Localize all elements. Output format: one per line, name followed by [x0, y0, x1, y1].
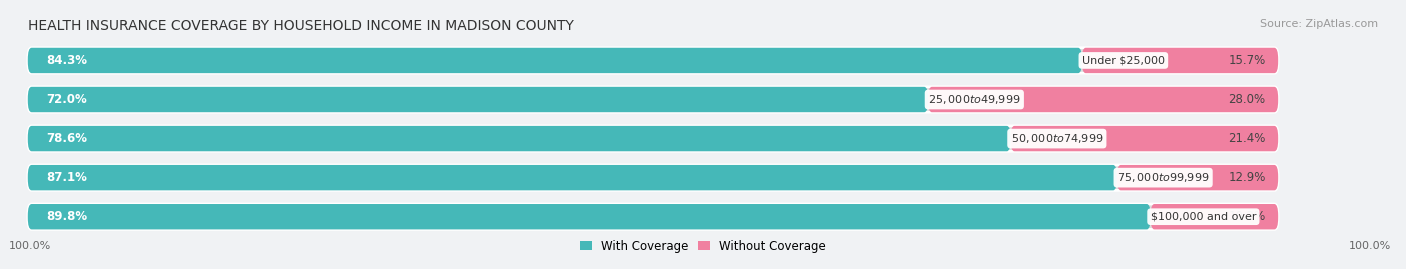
Text: 28.0%: 28.0%	[1229, 93, 1265, 106]
Legend: With Coverage, Without Coverage: With Coverage, Without Coverage	[579, 240, 827, 253]
Text: HEALTH INSURANCE COVERAGE BY HOUSEHOLD INCOME IN MADISON COUNTY: HEALTH INSURANCE COVERAGE BY HOUSEHOLD I…	[28, 19, 574, 33]
Text: 87.1%: 87.1%	[46, 171, 87, 184]
FancyBboxPatch shape	[28, 204, 1150, 229]
Text: 100.0%: 100.0%	[8, 241, 51, 251]
FancyBboxPatch shape	[1116, 165, 1278, 190]
Text: Source: ZipAtlas.com: Source: ZipAtlas.com	[1260, 19, 1378, 29]
Text: 78.6%: 78.6%	[46, 132, 87, 145]
FancyBboxPatch shape	[28, 48, 1278, 73]
Text: $100,000 and over: $100,000 and over	[1150, 212, 1256, 222]
Text: $25,000 to $49,999: $25,000 to $49,999	[928, 93, 1021, 106]
Text: 12.9%: 12.9%	[1229, 171, 1265, 184]
Text: 89.8%: 89.8%	[46, 210, 87, 223]
Text: 10.2%: 10.2%	[1229, 210, 1265, 223]
FancyBboxPatch shape	[28, 165, 1116, 190]
FancyBboxPatch shape	[28, 48, 1081, 73]
Text: $50,000 to $74,999: $50,000 to $74,999	[1011, 132, 1104, 145]
FancyBboxPatch shape	[1150, 204, 1278, 229]
FancyBboxPatch shape	[28, 87, 1278, 112]
FancyBboxPatch shape	[28, 165, 1278, 190]
FancyBboxPatch shape	[1081, 48, 1278, 73]
Text: $75,000 to $99,999: $75,000 to $99,999	[1116, 171, 1209, 184]
FancyBboxPatch shape	[928, 87, 1278, 112]
Text: 100.0%: 100.0%	[1348, 241, 1391, 251]
FancyBboxPatch shape	[28, 126, 1278, 151]
FancyBboxPatch shape	[28, 87, 928, 112]
Text: 72.0%: 72.0%	[46, 93, 87, 106]
FancyBboxPatch shape	[1011, 126, 1278, 151]
FancyBboxPatch shape	[28, 126, 1011, 151]
FancyBboxPatch shape	[28, 204, 1278, 229]
Text: Under $25,000: Under $25,000	[1081, 55, 1164, 65]
Text: 84.3%: 84.3%	[46, 54, 87, 67]
Text: 21.4%: 21.4%	[1229, 132, 1265, 145]
Text: 15.7%: 15.7%	[1229, 54, 1265, 67]
